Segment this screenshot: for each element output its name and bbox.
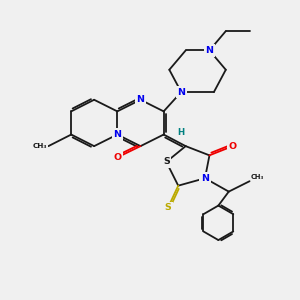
Text: S: S xyxy=(163,158,170,166)
Text: H: H xyxy=(178,128,185,137)
Text: N: N xyxy=(177,88,185,97)
Text: S: S xyxy=(164,203,171,212)
Text: O: O xyxy=(113,153,122,162)
Text: O: O xyxy=(229,142,237,151)
Text: N: N xyxy=(136,95,145,104)
Text: CH₃: CH₃ xyxy=(32,143,47,149)
Text: N: N xyxy=(206,46,213,55)
Text: N: N xyxy=(201,174,209,183)
Text: CH₃: CH₃ xyxy=(251,174,264,180)
Text: N: N xyxy=(113,130,121,139)
